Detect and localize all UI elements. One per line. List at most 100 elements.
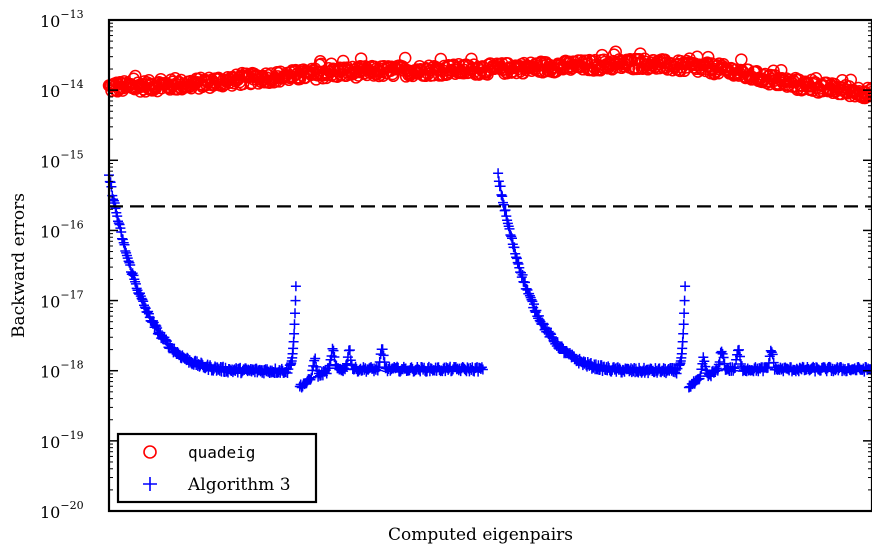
y-tick-label: 10−14 xyxy=(40,78,84,101)
algorithm-3-point xyxy=(679,308,690,319)
algorithm-3-point xyxy=(521,283,532,294)
algorithm-3-point xyxy=(694,373,705,384)
algorithm-3-point xyxy=(119,239,130,250)
algorithm-3-point xyxy=(345,355,356,366)
algorithm-3-point xyxy=(719,358,730,369)
algorithm-3-point xyxy=(498,199,509,210)
y-tick-label: 10−18 xyxy=(40,359,84,382)
algorithm-3-point xyxy=(290,308,300,319)
algorithm-3-point xyxy=(520,277,530,288)
algorithm-3-point xyxy=(512,257,523,268)
algorithm-3-point xyxy=(526,294,537,305)
algorithm-3-point xyxy=(699,356,710,367)
algorithm-3-point xyxy=(511,252,522,263)
algorithm-3-point xyxy=(671,368,682,379)
algorithm-3-point xyxy=(124,257,135,268)
algorithm-3-point xyxy=(498,197,508,208)
algorithm-3-point xyxy=(730,362,741,373)
algorithm-3-point xyxy=(678,328,689,339)
quadeig-point xyxy=(398,51,412,65)
algorithm-3-point xyxy=(533,310,544,321)
algorithm-3-point xyxy=(130,276,141,287)
plot-frame xyxy=(107,18,872,513)
algorithm-3-point xyxy=(105,177,116,188)
y-tick-label: 10−16 xyxy=(40,218,84,241)
algorithm-3-point xyxy=(735,359,746,369)
algorithm-3-point xyxy=(507,233,517,244)
y-tick-label: 10−17 xyxy=(40,289,84,312)
algorithm-3-point xyxy=(305,374,316,385)
algorithm-3-point xyxy=(867,364,872,375)
algorithm-3-point xyxy=(126,269,137,280)
algorithm-3-point xyxy=(329,352,340,362)
algorithm-3-point xyxy=(121,247,132,258)
quadeig-point xyxy=(861,81,872,95)
algorithm-3-point xyxy=(121,250,132,261)
algorithm-3-point xyxy=(493,176,504,187)
algorithm-3-point xyxy=(500,205,511,216)
legend-marker-plus xyxy=(143,477,157,491)
algorithm-3-point xyxy=(113,218,124,229)
algorithm-3-point xyxy=(517,269,528,280)
algorithm-3-point xyxy=(511,253,522,264)
algorithm-3-point xyxy=(341,360,351,371)
algorithm-3-point xyxy=(327,343,338,354)
algorithm-3-point xyxy=(108,195,119,206)
legend-label-algorithm-3: Algorithm 3 xyxy=(187,475,291,495)
algorithm-3-point xyxy=(127,268,138,279)
legend-marker-circle xyxy=(143,445,157,459)
algorithm-3-point xyxy=(497,191,508,202)
algorithm-3-point xyxy=(328,345,339,356)
x-axis-label: Computed eigenpairs xyxy=(388,525,573,545)
algorithm-3-point xyxy=(130,278,141,289)
y-tick-label: 10−19 xyxy=(40,429,84,452)
algorithm-3-point xyxy=(531,305,542,316)
algorithm-3-point xyxy=(290,295,301,306)
algorithm-3-point xyxy=(289,328,300,339)
quadeig-point xyxy=(750,64,763,78)
series-layer xyxy=(102,45,872,393)
algorithm-3-point xyxy=(377,344,388,355)
algorithm-3-point xyxy=(477,364,488,375)
y-tick-label: 10−20 xyxy=(40,499,84,522)
algorithm-3-point xyxy=(680,281,691,292)
algorithm-3-point xyxy=(309,355,320,366)
algorithm-3-point xyxy=(379,357,390,368)
algorithm-3-point xyxy=(516,267,526,278)
algorithm-3-point xyxy=(129,274,140,285)
y-axis-label: Backward errors xyxy=(9,193,29,338)
algorithm-3-point xyxy=(151,321,162,332)
algorithm-3-point xyxy=(495,181,506,192)
algorithm-3-point xyxy=(306,372,317,383)
series-algorithm-3 xyxy=(104,168,872,393)
algorithm-3-point xyxy=(529,299,539,310)
algorithm-3-point xyxy=(718,352,729,363)
algorithm-3-point xyxy=(556,341,567,352)
algorithm-3-point xyxy=(137,294,148,305)
quadeig-point xyxy=(465,52,478,66)
algorithm-3-point xyxy=(735,351,745,362)
algorithm-3-point xyxy=(496,189,507,200)
algorithm-3-point xyxy=(713,359,724,370)
quadeig-point xyxy=(735,53,748,66)
quadeig-point xyxy=(865,81,872,95)
algorithm-3-point xyxy=(766,347,777,358)
algorithm-3-point xyxy=(476,362,487,373)
legend-label-quadeig: quadeig xyxy=(188,443,255,462)
quadeig-point xyxy=(864,88,872,101)
algorithm-3-point xyxy=(110,203,121,214)
algorithm-3-point xyxy=(149,322,160,333)
y-tick-label: 10−15 xyxy=(40,148,84,171)
y-tick-label: 10−13 xyxy=(40,8,84,31)
algorithm-3-point xyxy=(734,344,744,355)
algorithm-3-point xyxy=(116,227,127,237)
algorithm-3-point xyxy=(289,319,300,330)
legend: quadeig Algorithm 3 xyxy=(116,432,318,504)
algorithm-3-point xyxy=(160,334,171,345)
algorithm-3-point xyxy=(678,319,689,330)
algorithm-3-point xyxy=(344,345,355,356)
quadeig-point xyxy=(862,90,872,103)
algorithm-3-point xyxy=(514,262,525,273)
algorithm-3-point xyxy=(501,211,512,222)
